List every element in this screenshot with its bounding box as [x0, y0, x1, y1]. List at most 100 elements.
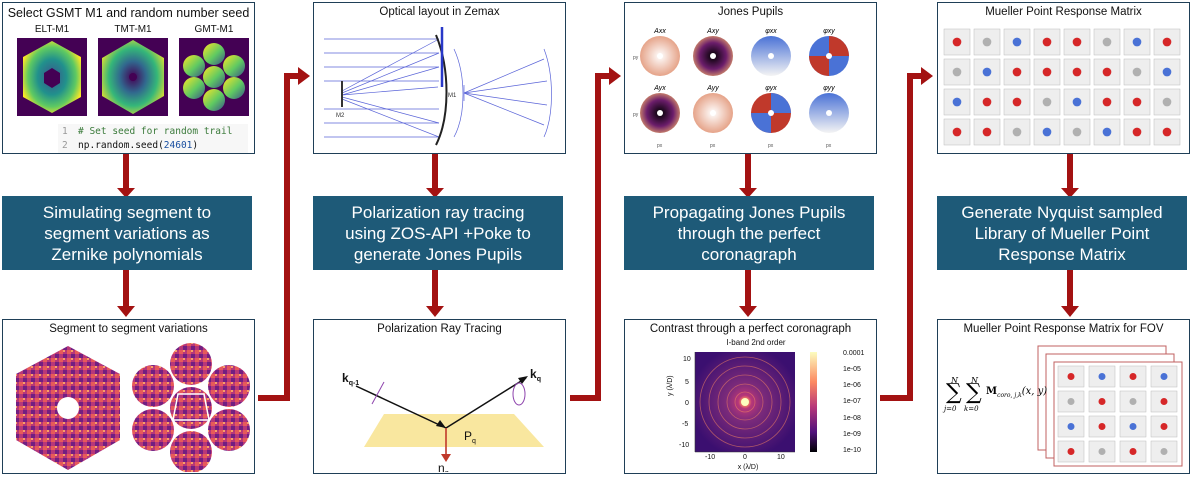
- psf-spot: [1098, 373, 1106, 380]
- pupil-axis-x: px: [657, 143, 663, 149]
- ray-tracing-diagram: kq-1 kq Pq ηq: [342, 367, 544, 472]
- colorbar-tick: 1e-07: [843, 398, 861, 405]
- psf-spot: [982, 127, 992, 137]
- psf-spot: [982, 37, 992, 47]
- psf-spot: [1012, 127, 1022, 137]
- psf-spot: [1072, 37, 1082, 47]
- psf-spot: [1129, 448, 1137, 455]
- pupil-phiyx: [751, 93, 791, 133]
- psf-spot: [952, 37, 962, 47]
- panel-title: Contrast through a perfect coronagraph: [649, 323, 852, 335]
- pupil-phixy: [809, 36, 849, 76]
- elt-variation-hole: [57, 397, 79, 419]
- pupil-title-ayx: Ayx: [653, 85, 666, 92]
- psf-spot: [1098, 448, 1106, 455]
- sum-sign-k: ∑: [966, 380, 982, 405]
- tmt-center-hole: [129, 73, 137, 81]
- colorbar-tick: 1e-09: [843, 431, 861, 438]
- process-simulating-variations: Simulating segment to segment variations…: [2, 196, 252, 270]
- pupil-axx: [640, 36, 680, 76]
- panel-title: Optical layout in Zemax: [379, 6, 500, 18]
- psf-spot: [1067, 448, 1075, 455]
- y-tick: 10: [683, 356, 691, 363]
- incident-ray: [355, 385, 447, 429]
- mueller-tile: [1093, 118, 1121, 146]
- psf-spot: [1162, 67, 1172, 77]
- pupil-ayx: [640, 93, 680, 133]
- psf-spot: [1042, 127, 1052, 137]
- panel-title: Mueller Point Response Matrix for FOV: [963, 323, 1164, 335]
- y-tick: 0: [685, 400, 689, 407]
- segment-variation-maps: [16, 343, 250, 472]
- sum-upper-k: N: [971, 376, 978, 385]
- mueller-matrix-panel: Mueller Point Response Matrix: [937, 2, 1190, 154]
- jones-pupils-panel: Jones Pupils Axx Axy φxx φxy Ayx Ayy φyx…: [624, 2, 877, 154]
- psf-spot: [982, 67, 992, 77]
- mirror-label-gmt: GMT-M1: [194, 24, 234, 35]
- contrast-map: [694, 352, 817, 453]
- pupil-axy: [693, 36, 733, 76]
- y-tick: -10: [679, 442, 690, 449]
- x-tick: 0: [743, 454, 747, 461]
- y-tick: -5: [682, 421, 689, 428]
- sum-lower-j: j=0: [944, 405, 957, 413]
- psf-spot: [1102, 67, 1112, 77]
- connector-3-4: [880, 73, 924, 401]
- pupil-title-ayy: Ayy: [706, 85, 719, 92]
- panel-title: Polarization Ray Tracing: [377, 323, 502, 335]
- pupil-axis-x: px: [710, 143, 716, 149]
- y-tick: 5: [685, 379, 689, 386]
- colorbar-tick: 1e-05: [843, 366, 861, 373]
- y-axis-label: y (λ/D): [667, 375, 674, 396]
- label-k-in: kq-1: [342, 371, 359, 387]
- mirror-label-elt: ELT-M1: [34, 24, 70, 35]
- code-line-number: 2: [62, 140, 68, 151]
- colorbar-tick: 1e-08: [843, 415, 861, 422]
- psf-spot: [1067, 373, 1075, 380]
- psf-spot: [1132, 127, 1142, 137]
- connector-head-3-4: [921, 67, 933, 85]
- code-statement: np.random.seed(24601): [78, 140, 199, 151]
- x-tick: 10: [777, 454, 785, 461]
- psf-spot: [1102, 97, 1112, 107]
- psf-spot: [982, 97, 992, 107]
- psf-spot: [1160, 373, 1168, 380]
- mueller-fov-panel: Mueller Point Response Matrix for FOV N …: [937, 319, 1190, 474]
- label-m2: M2: [336, 113, 345, 119]
- code-line-number: 1: [62, 126, 68, 137]
- mirror-label-tmt: TMT-M1: [114, 24, 152, 35]
- psf-spot: [1162, 97, 1172, 107]
- arrowhead-3b: [739, 306, 757, 317]
- process-polarization-ray-tracing: Polarization ray tracing using ZOS-API +…: [313, 196, 563, 270]
- mueller-grid: [943, 28, 1181, 146]
- psf-spot: [1012, 97, 1022, 107]
- label-plane: Pq: [464, 429, 476, 445]
- code-comment: # Set seed for random trail: [78, 126, 233, 137]
- colorbar-tick: 1e-06: [843, 382, 861, 389]
- interface-plane: [364, 414, 544, 447]
- psf-spot: [1042, 37, 1052, 47]
- psf-spot: [1102, 127, 1112, 137]
- sum-lower-k: k=0: [964, 405, 979, 413]
- connector-head-2-3: [609, 67, 621, 85]
- plot-subtitle: I-band 2nd order: [726, 338, 786, 347]
- elt-center-hole: [44, 68, 60, 88]
- panel-title: Segment to segment variations: [49, 323, 208, 335]
- process-propagating-pupils: Propagating Jones Pupils through the per…: [624, 196, 874, 270]
- jones-pupil-grid: Axx Axy φxx φxy Ayx Ayy φyx φyy py py px…: [633, 28, 849, 149]
- psf-spot: [952, 127, 962, 137]
- x-axis-label: x (λ/D): [737, 464, 759, 471]
- reflected-ray: [445, 377, 527, 429]
- psf-spot: [1098, 398, 1106, 405]
- psf-spot: [1012, 37, 1022, 47]
- pupil-title-phixy: φxy: [823, 28, 835, 35]
- pupil-ayy: [693, 93, 733, 133]
- psf-spot: [1012, 67, 1022, 77]
- zemax-layout: M2 M1: [324, 27, 552, 146]
- psf-spot: [1098, 423, 1106, 430]
- psf-spot: [1132, 37, 1142, 47]
- x-tick: -10: [705, 454, 716, 461]
- pupil-title-phixx: φxx: [765, 28, 777, 35]
- arrowhead-2b: [426, 306, 444, 317]
- psf-spot: [1072, 97, 1082, 107]
